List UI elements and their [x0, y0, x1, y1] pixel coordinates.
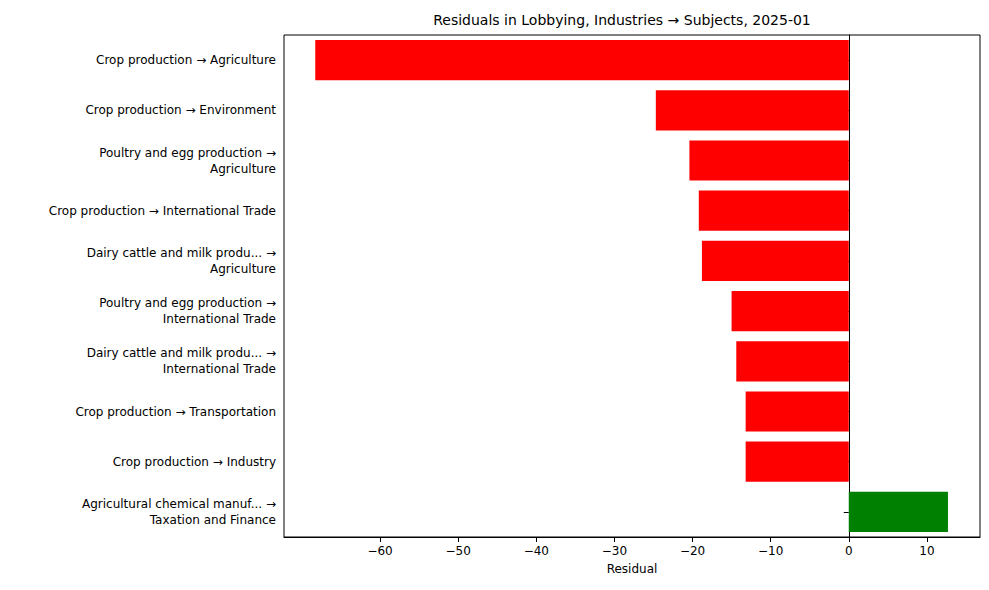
- svg-text:Dairy cattle and milk produ...: Dairy cattle and milk produ... →: [87, 346, 276, 360]
- svg-text:Poultry and egg production →: Poultry and egg production →: [99, 146, 276, 160]
- svg-text:Agriculture: Agriculture: [210, 262, 276, 276]
- svg-text:Crop production → Industry: Crop production → Industry: [113, 455, 276, 469]
- svg-text:Poultry and egg production →: Poultry and egg production →: [99, 296, 276, 310]
- svg-text:Crop production → Agriculture: Crop production → Agriculture: [96, 53, 276, 67]
- svg-text:Dairy cattle and milk produ...: Dairy cattle and milk produ... →: [87, 246, 276, 260]
- svg-text:Crop production → Internationa: Crop production → International Trade: [49, 204, 276, 218]
- svg-text:Agricultural chemical manuf...: Agricultural chemical manuf... →: [82, 497, 276, 511]
- svg-text:−40: −40: [524, 544, 549, 558]
- svg-text:−50: −50: [446, 544, 471, 558]
- svg-text:International Trade: International Trade: [163, 312, 276, 326]
- svg-text:−30: −30: [602, 544, 627, 558]
- svg-text:International Trade: International Trade: [163, 362, 276, 376]
- svg-text:−60: −60: [367, 544, 392, 558]
- svg-text:0: 0: [845, 544, 853, 558]
- svg-text:Taxation and Finance: Taxation and Finance: [149, 513, 276, 527]
- svg-text:Residuals in Lobbying, Industr: Residuals in Lobbying, Industries → Subj…: [433, 12, 811, 28]
- svg-text:Crop production → Transportati: Crop production → Transportation: [75, 405, 276, 419]
- svg-text:10: 10: [919, 544, 934, 558]
- svg-text:Agriculture: Agriculture: [210, 162, 276, 176]
- svg-text:−20: −20: [680, 544, 705, 558]
- svg-text:−10: −10: [758, 544, 783, 558]
- svg-text:Crop production → Environment: Crop production → Environment: [85, 103, 276, 117]
- svg-text:Residual: Residual: [607, 562, 658, 576]
